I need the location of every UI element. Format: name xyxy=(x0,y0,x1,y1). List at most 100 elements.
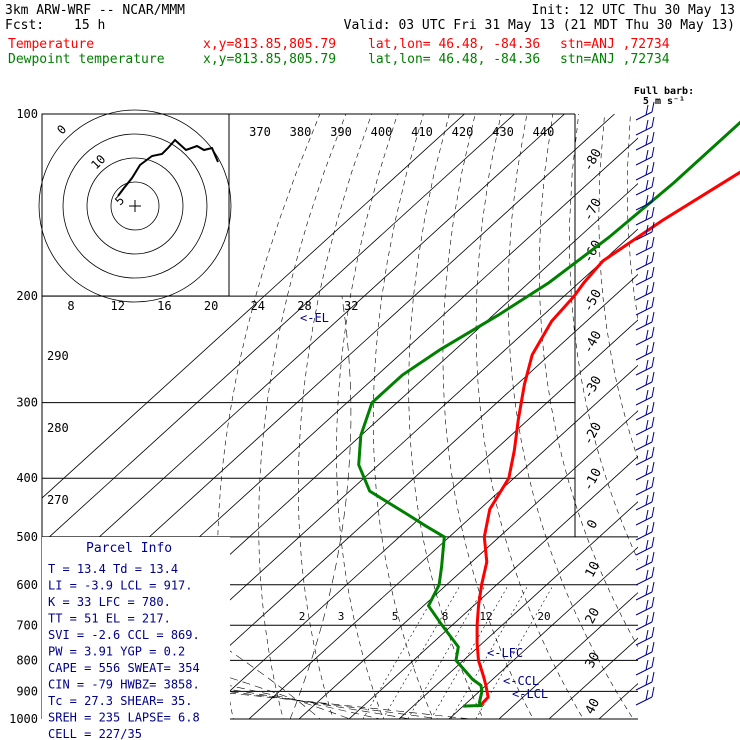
wind-barb xyxy=(635,356,655,376)
wind-barb-staff xyxy=(635,381,653,391)
mixing-ratio-line xyxy=(450,584,529,719)
wind-barb-staff xyxy=(635,321,653,331)
wind-barb xyxy=(635,281,655,301)
theta-label: 420 xyxy=(452,125,474,139)
theta-label: 400 xyxy=(371,125,393,139)
hodograph-speed-label: 28 xyxy=(297,299,311,313)
wind-barb xyxy=(635,671,655,691)
hodograph-speed-label: 24 xyxy=(251,299,265,313)
hodograph-trace xyxy=(117,138,219,197)
header: 3km ARW-WRF -- NCAR/MMM Init: 12 UTC Thu… xyxy=(5,3,735,67)
wind-barb-flag xyxy=(651,596,655,608)
init-time: Init: 12 UTC Thu 30 May 13 xyxy=(532,3,736,18)
level-marker-label: <-EL xyxy=(300,311,329,325)
wind-barb-flag xyxy=(651,386,655,398)
wind-barb-staff xyxy=(635,291,653,301)
temperature-profile-line xyxy=(475,170,740,707)
wind-barb-flag xyxy=(651,161,655,173)
isotherm-line xyxy=(42,114,515,545)
wind-barb-flag xyxy=(651,551,655,563)
wind-barb-flag xyxy=(645,209,649,221)
pressure-tick-label: 700 xyxy=(16,618,38,632)
dry-adiabat-line xyxy=(682,114,740,732)
mixing-ratio-label: 12 xyxy=(479,610,492,623)
wind-barb-staff xyxy=(635,681,653,691)
dry-adiabat-line xyxy=(336,114,398,719)
wind-barb-flag xyxy=(651,131,655,143)
wind-barb-flag xyxy=(651,116,655,128)
wind-barb-staff xyxy=(635,366,653,376)
wind-barb xyxy=(635,176,655,196)
wind-barb-flag xyxy=(651,671,655,683)
wind-barb-flag xyxy=(651,476,655,488)
parcel-info-row: Tc = 27.3 SHEAR= 35. xyxy=(48,694,193,708)
wind-barb xyxy=(635,461,655,481)
wind-barb-flag xyxy=(651,401,655,413)
wind-barb-flag xyxy=(645,254,649,266)
wind-barb-flag xyxy=(651,521,655,533)
wind-barb xyxy=(635,686,655,706)
wind-barb-staff xyxy=(635,471,653,481)
isotherm-line xyxy=(398,501,638,719)
wind-barb-flag xyxy=(645,584,649,596)
theta-label: 410 xyxy=(411,125,433,139)
wind-barb-staff xyxy=(635,306,653,316)
wind-barb-flag xyxy=(651,371,655,383)
dew-legend-xy: x,y=813.85,805.79 xyxy=(203,52,336,67)
mixing-ratio-line xyxy=(362,584,441,719)
wind-barb-flag xyxy=(645,569,649,581)
wind-barb-flag xyxy=(645,479,649,491)
theta-label: 290 xyxy=(47,349,69,363)
mixing-ratio-label: 2 xyxy=(299,610,306,623)
wind-barb xyxy=(635,491,655,511)
wind-barb-staff xyxy=(635,576,653,586)
wind-barb-flag xyxy=(645,629,649,641)
pressure-tick-label: 300 xyxy=(16,396,38,410)
parcel-info-row: CELL = 227/35 xyxy=(48,727,142,740)
wind-barb-staff xyxy=(635,231,653,241)
wind-barb xyxy=(635,191,655,211)
barb-title-line-1: Full barb: xyxy=(634,86,694,97)
fcst-label: Fcst: xyxy=(5,18,44,33)
dry-adiabat-line xyxy=(258,114,347,719)
wind-barb xyxy=(635,116,655,136)
isotherm-label: 20 xyxy=(583,606,604,627)
theta-label: 380 xyxy=(290,125,312,139)
wind-barb-staff xyxy=(635,546,653,556)
wind-barb xyxy=(635,431,655,451)
wind-barb xyxy=(635,416,655,436)
wind-barb-staff xyxy=(635,561,653,571)
theta-label: 430 xyxy=(492,125,514,139)
hodograph-speed-label: 12 xyxy=(110,299,124,313)
hodograph-speed-label: 32 xyxy=(344,299,358,313)
model-title: 3km ARW-WRF -- NCAR/MMM xyxy=(5,3,185,18)
temp-legend-latlon: lat,lon= 46.48, -84.36 xyxy=(368,37,540,52)
wind-barb-flag xyxy=(645,524,649,536)
profiles xyxy=(357,120,740,708)
wind-barb xyxy=(635,656,655,676)
level-markers: <-EL <-LFC <-CCL<-LCL xyxy=(300,311,548,701)
dry-adiabat-line xyxy=(408,114,484,719)
wind-barb-flag xyxy=(651,206,655,218)
mixing-ratio-label: 20 xyxy=(537,610,550,623)
wind-barb-flag xyxy=(651,266,655,278)
isotherm-line xyxy=(548,637,638,719)
pressure-tick-label: 400 xyxy=(16,471,38,485)
parcel-info-row: PW = 3.91 YGP = 0.2 xyxy=(48,645,185,659)
isotherm-label: 0 xyxy=(584,518,601,532)
wind-barb-flag xyxy=(651,611,655,623)
temp-legend-station: stn=ANJ ,72734 xyxy=(560,37,670,52)
parcel-info-row: SREH = 235 LAPSE= 6.8 xyxy=(48,711,200,725)
wind-barb xyxy=(635,131,655,151)
wind-barb-flag xyxy=(651,236,655,248)
wind-barb-flag xyxy=(645,599,649,611)
wind-barb xyxy=(635,311,655,331)
dry-adiabat-line xyxy=(598,114,638,461)
barb-title-line-2: 5 m s⁻¹ xyxy=(643,96,685,107)
wind-barb xyxy=(635,221,655,241)
wind-barb-flag xyxy=(645,659,649,671)
wind-barb-staff xyxy=(635,666,653,676)
wind-barb xyxy=(635,536,655,556)
wind-barb-flag xyxy=(645,419,649,431)
wind-barb-staff xyxy=(635,156,653,166)
